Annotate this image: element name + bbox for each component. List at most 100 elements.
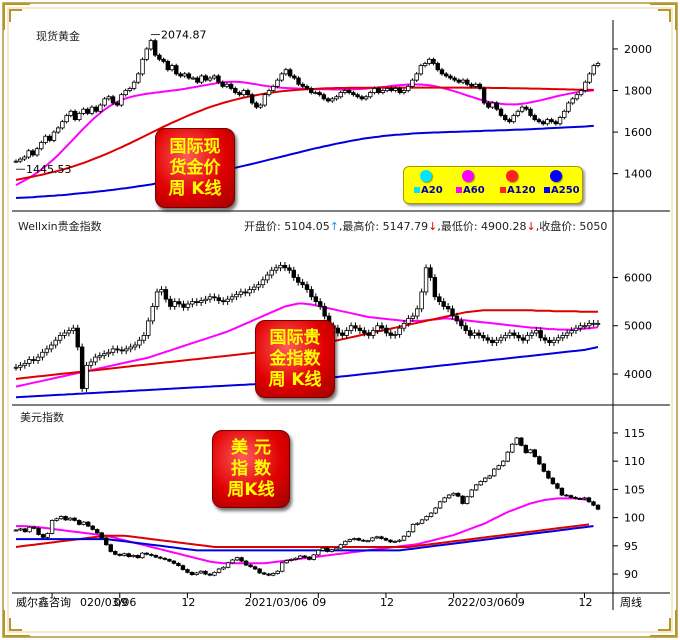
candle bbox=[304, 84, 310, 91]
legend-label-a20: A20 bbox=[414, 185, 443, 196]
index-badge-text: 国际贵 金指数 周 K线 bbox=[268, 327, 322, 390]
candle bbox=[401, 319, 407, 332]
candle bbox=[514, 436, 519, 446]
candle bbox=[144, 47, 149, 62]
gold-badge-text: 国际现 货金价 周 K线 bbox=[168, 136, 222, 199]
candle bbox=[311, 553, 316, 561]
candle bbox=[375, 322, 380, 334]
candle bbox=[54, 517, 59, 522]
candle bbox=[106, 94, 111, 101]
candle bbox=[329, 548, 335, 553]
candle bbox=[406, 530, 411, 538]
y-tick-label: 1400 bbox=[624, 168, 652, 181]
candle bbox=[532, 113, 537, 122]
candle bbox=[368, 90, 373, 99]
candle bbox=[359, 94, 365, 101]
candle bbox=[212, 571, 217, 577]
stat-low-arrow: ↓ bbox=[527, 220, 536, 233]
candle bbox=[291, 266, 296, 281]
legend-label-a250: A250 bbox=[544, 185, 580, 196]
candle bbox=[98, 103, 103, 114]
candle bbox=[519, 436, 524, 447]
candle bbox=[483, 477, 488, 483]
candle bbox=[194, 298, 199, 306]
candle bbox=[79, 343, 85, 392]
candle bbox=[247, 286, 252, 297]
candle bbox=[557, 115, 563, 126]
candle bbox=[137, 336, 142, 349]
ma-line-a60 bbox=[15, 302, 599, 388]
candle bbox=[239, 556, 244, 563]
candle bbox=[154, 288, 160, 310]
candle bbox=[67, 517, 73, 521]
candle bbox=[122, 552, 127, 557]
candle bbox=[560, 332, 565, 342]
candle bbox=[194, 571, 199, 576]
candle bbox=[388, 539, 393, 543]
candle bbox=[18, 527, 23, 532]
candle bbox=[559, 487, 565, 497]
candle bbox=[77, 111, 82, 122]
candle bbox=[428, 512, 434, 518]
candle bbox=[203, 74, 208, 82]
candle bbox=[84, 361, 89, 392]
candle bbox=[158, 556, 163, 560]
candle bbox=[516, 332, 521, 342]
candle bbox=[233, 86, 238, 95]
candle bbox=[13, 363, 19, 371]
candle bbox=[149, 553, 154, 557]
x-tick-label: 020/03/06 bbox=[80, 596, 136, 609]
x-tick-label: 12 bbox=[578, 596, 592, 609]
candle bbox=[296, 76, 301, 87]
panel-borders bbox=[12, 20, 670, 610]
candle bbox=[595, 504, 601, 511]
legend-dot-a120 bbox=[506, 170, 518, 182]
candle bbox=[216, 567, 222, 574]
candle bbox=[591, 319, 596, 327]
candle bbox=[441, 298, 446, 310]
candle bbox=[418, 63, 424, 76]
candle bbox=[437, 500, 443, 510]
candle bbox=[325, 96, 331, 103]
candle bbox=[379, 322, 385, 332]
candle bbox=[577, 497, 583, 501]
candle bbox=[467, 327, 473, 339]
candle bbox=[284, 559, 289, 564]
candle bbox=[383, 537, 389, 542]
candle bbox=[248, 563, 253, 568]
candle bbox=[338, 90, 343, 99]
candle bbox=[591, 500, 596, 507]
candle bbox=[392, 540, 398, 543]
candle bbox=[300, 82, 305, 89]
candle bbox=[186, 72, 192, 80]
candle bbox=[568, 494, 574, 499]
candle bbox=[95, 528, 100, 534]
candle bbox=[487, 474, 492, 480]
candle bbox=[199, 74, 204, 85]
candle bbox=[433, 506, 438, 515]
candle bbox=[540, 119, 546, 126]
candle bbox=[437, 293, 442, 305]
y-tick-label: 95 bbox=[624, 540, 638, 553]
candle bbox=[321, 92, 327, 101]
candle bbox=[595, 61, 601, 68]
candle bbox=[529, 329, 535, 339]
candle bbox=[57, 332, 63, 344]
y-tick-label: 1800 bbox=[624, 85, 652, 98]
candle bbox=[573, 496, 578, 500]
candle bbox=[490, 101, 495, 109]
candle bbox=[549, 117, 554, 124]
usd-plot: 90 95 100 105 110 115 bbox=[13, 427, 645, 581]
candle bbox=[335, 324, 341, 337]
candle bbox=[485, 334, 490, 344]
candle bbox=[351, 90, 356, 97]
y-tick-label: 5000 bbox=[624, 320, 652, 333]
candle bbox=[13, 159, 19, 164]
candle bbox=[266, 88, 272, 97]
candle bbox=[494, 336, 499, 347]
ma-line-a60 bbox=[16, 497, 590, 565]
candle bbox=[270, 572, 276, 577]
candle bbox=[295, 274, 301, 286]
candle bbox=[128, 343, 133, 353]
